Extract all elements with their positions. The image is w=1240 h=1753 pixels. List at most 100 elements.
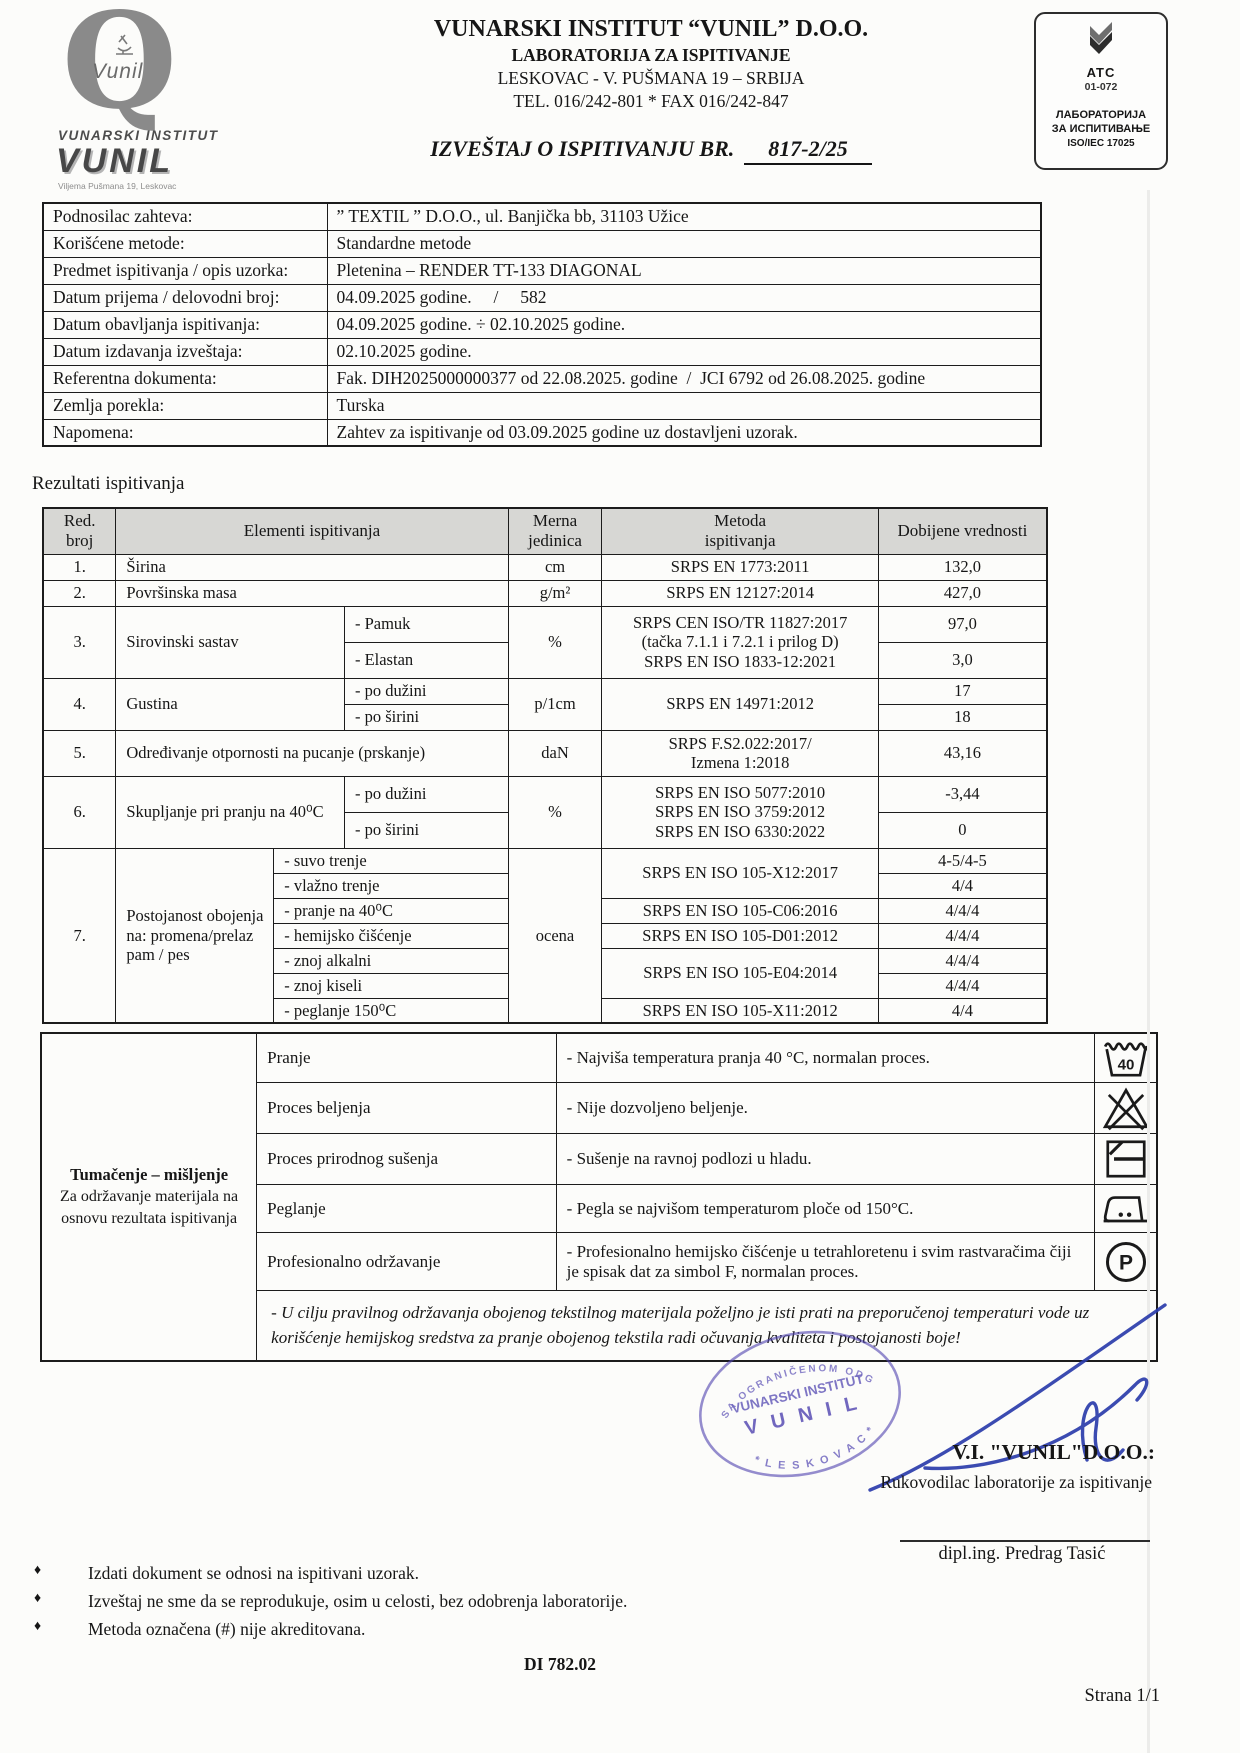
- lab-name: LABORATORIJA ZA ISPITIVANJE: [511, 45, 791, 65]
- method-cell: SRPS EN ISO 5077:2010 SRPS EN ISO 3759:20…: [601, 775, 879, 849]
- info-row: Datum izdavanja izveštaja: 02.10.2025 god…: [42, 337, 1042, 366]
- element-sub: - znoj kiseli: [273, 972, 509, 999]
- value-cell: 427,0: [877, 579, 1048, 607]
- company-address: LESKOVAC - V. PUŠMANA 19 – SRBIJA: [497, 68, 805, 88]
- element-sub: - Pamuk: [343, 605, 509, 643]
- results-header-row: Red. broj Elementi ispitivanja Merna jedin…: [42, 507, 1048, 555]
- value-cell: 17: [877, 677, 1048, 705]
- document-code: DI 782.02: [524, 1654, 596, 1674]
- care-process-label: Profesionalno održavanje: [256, 1232, 557, 1291]
- element-name: Skupljanje pri pranju na 40⁰C: [115, 775, 345, 849]
- result-row-4a: 4. Gustina - po dužini p/1cm SRPS EN 149…: [42, 677, 1048, 731]
- report-title: IZVEŠTAJ O ISPITIVANJU BR.: [430, 136, 735, 161]
- logo-q-letter: Q: [62, 0, 177, 139]
- accreditation-label-line1: ЛАБОРАТОРИЈА: [1055, 109, 1147, 121]
- page-number: Strana 1/1: [1084, 1686, 1160, 1706]
- value-cell: 4-5/4-5: [877, 847, 1048, 874]
- unit-cell: ocena: [507, 847, 603, 1024]
- results-table: Red. broj Elementi ispitivanja Merna jedin…: [42, 507, 1048, 1024]
- company-stamp: SA OGRANIČENOM ODG VUNARSKI INSTITUT V U…: [699, 1330, 901, 1483]
- care-row: Proces beljenja - Nije dozvoljeno beljen…: [41, 1082, 1158, 1134]
- result-row-7g: - peglanje 150⁰C SRPS EN ISO 105-X11:201…: [43, 997, 1048, 1024]
- report-number: 817-2/25: [744, 136, 872, 165]
- info-row: Referentna dokumenta: Fak. DIH20250000003…: [42, 364, 1042, 393]
- value-cell: 3,0: [877, 641, 1048, 679]
- care-note: - U cilju pravilnog održavanja obojenog …: [256, 1290, 1158, 1361]
- info-label: Napomena:: [42, 418, 328, 447]
- result-row-4b: - po širini 18: [43, 703, 1048, 731]
- footer-note: ♦ Izdati dokument se odnosi na ispitivan…: [30, 1563, 627, 1584]
- element-sub: - po dužini: [343, 775, 509, 813]
- accreditation-label-line2: ЗА ИСПИТИВАЊЕ: [1051, 122, 1151, 135]
- care-row: Proces prirodnog sušenja - Sušenje na ra…: [41, 1133, 1158, 1185]
- info-row: Datum obavljanja ispitivanja: 04.09.2025 …: [42, 310, 1042, 339]
- info-label: Korišćene metode:: [42, 229, 328, 258]
- row-num: 6.: [42, 775, 117, 849]
- col-header-element: Elementi ispitivanja: [115, 507, 509, 555]
- care-title-cell: Tumačenje – mišljenje Za održavanje mate…: [40, 1032, 258, 1361]
- element-name: Površinska masa: [115, 579, 509, 607]
- info-value: 04.09.2025 godine. / 582: [326, 283, 1042, 312]
- info-label: Referentna dokumenta:: [42, 364, 328, 393]
- info-label: Predmet ispitivanja / opis uzorka:: [42, 256, 328, 285]
- value-cell: 4/4/4: [877, 972, 1048, 999]
- atc-checkmark-icon: [1090, 22, 1112, 54]
- care-process-label: Pranje: [256, 1032, 557, 1083]
- info-row: Podnosilac zahteva:” TEXTIL ” D.O.O., ul…: [42, 202, 1042, 231]
- svg-text:P: P: [1119, 1251, 1133, 1274]
- method-cell: SRPS EN ISO 105-D01:2012: [601, 922, 879, 949]
- element-name: Gustina: [115, 677, 345, 731]
- row-num: 7.: [42, 847, 117, 1024]
- result-row-2: 2. Površinska masa g/m² SRPS EN 12127:20…: [42, 579, 1048, 607]
- method-cell: SRPS EN 14971:2012: [601, 677, 879, 731]
- vunil-logo: Q Vunil VUNARSKI INSTITUT VUNIL Viljema …: [28, 0, 268, 191]
- element-sub: - po širini: [343, 811, 509, 849]
- row-num: 4.: [42, 677, 117, 731]
- value-cell: 4/4/4: [877, 897, 1048, 924]
- value-cell: 4/4/4: [877, 947, 1048, 974]
- element-name: Postojanost obojenja na: promena/prelaz …: [115, 847, 275, 1024]
- footer-notes: ♦ Izdati dokument se odnosi na ispitivan…: [30, 1563, 627, 1647]
- care-subtitle: Za održavanje materijala na osnovu rezul…: [60, 1188, 239, 1227]
- method-cell: SRPS EN 1773:2011: [601, 553, 879, 581]
- unit-cell: %: [507, 775, 603, 849]
- info-value: Turska: [326, 391, 1042, 420]
- company-phone-fax: TEL. 016/242-801 * FAX 016/242-847: [513, 91, 789, 111]
- info-row: Korišćene metode: Standardne metode: [42, 229, 1042, 258]
- result-row-6a: 6. Skupljanje pri pranju na 40⁰C - po du…: [42, 775, 1048, 849]
- report-header: Q Vunil VUNARSKI INSTITUT VUNIL Viljema …: [0, 0, 1240, 191]
- row-num: 5.: [42, 729, 117, 777]
- method-cell: SRPS CEN ISO/TR 11827:2017 (tačka 7.1.1 i…: [601, 605, 879, 679]
- unit-cell: %: [507, 605, 603, 679]
- diamond-bullet-icon: ♦: [34, 1591, 42, 1606]
- company-name: VUNARSKI INSTITUT “VUNIL” D.O.O.: [433, 16, 869, 42]
- signature-area: SA OGRANIČENOM ODG VUNARSKI INSTITUT V U…: [0, 1303, 1240, 1565]
- col-header-method: Metoda ispitivanja: [601, 507, 879, 555]
- result-row-1: 1. Širina cm SRPS EN 1773:2011 132,0: [42, 553, 1048, 581]
- value-cell: 18: [877, 703, 1048, 731]
- care-row: Peglanje - Pegla se najvišom temperaturo…: [41, 1184, 1158, 1233]
- care-description: - Nije dozvoljeno beljenje.: [555, 1082, 1096, 1134]
- value-cell: 132,0: [877, 553, 1048, 581]
- info-value: 02.10.2025 godine.: [326, 337, 1042, 366]
- method-cell: SRPS EN ISO 105-X11:2012: [601, 997, 879, 1024]
- value-cell: 4/4: [877, 872, 1048, 899]
- info-value: 04.09.2025 godine. ÷ 02.10.2025 godine.: [326, 310, 1042, 339]
- report-title-line: IZVEŠTAJ O ISPITIVANJU BR. 817-2/25: [268, 136, 1034, 165]
- unit-cell: g/m²: [507, 579, 603, 607]
- signature-company: V.I. "VUNIL"D.O.O.:: [952, 1440, 1155, 1464]
- result-row-6b: - po širini 0: [43, 811, 1048, 849]
- col-header-value: Dobijene vrednosti: [877, 507, 1048, 555]
- method-cell: SRPS EN ISO 105-X12:2017: [601, 847, 879, 899]
- do-not-bleach-icon: [1102, 1087, 1149, 1131]
- header-center: VUNARSKI INSTITUT “VUNIL” D.O.O. LABORAT…: [268, 12, 1034, 178]
- result-row-3a: 3. Sirovinski sastav - Pamuk % SRPS CEN …: [42, 605, 1048, 679]
- signature-role: Rukovodilac laboratorije za ispitivanje: [880, 1472, 1152, 1492]
- method-cell: SRPS F.S2.022:2017/Izmena 1:2018: [601, 729, 879, 777]
- care-row: Tumačenje – mišljenje Za održavanje mate…: [40, 1032, 1158, 1361]
- care-description: - Pegla se najvišom temperaturom ploče o…: [555, 1184, 1096, 1233]
- care-interpretation-table: Tumačenje – mišljenje Za održavanje mate…: [40, 1032, 1158, 1362]
- footer-note: ♦ Metoda označena (#) nije akreditovana.: [30, 1619, 627, 1640]
- info-row: Datum prijema / delovodni broj: 04.09.202…: [42, 283, 1042, 312]
- care-title: Tumačenje – mišljenje: [70, 1165, 229, 1185]
